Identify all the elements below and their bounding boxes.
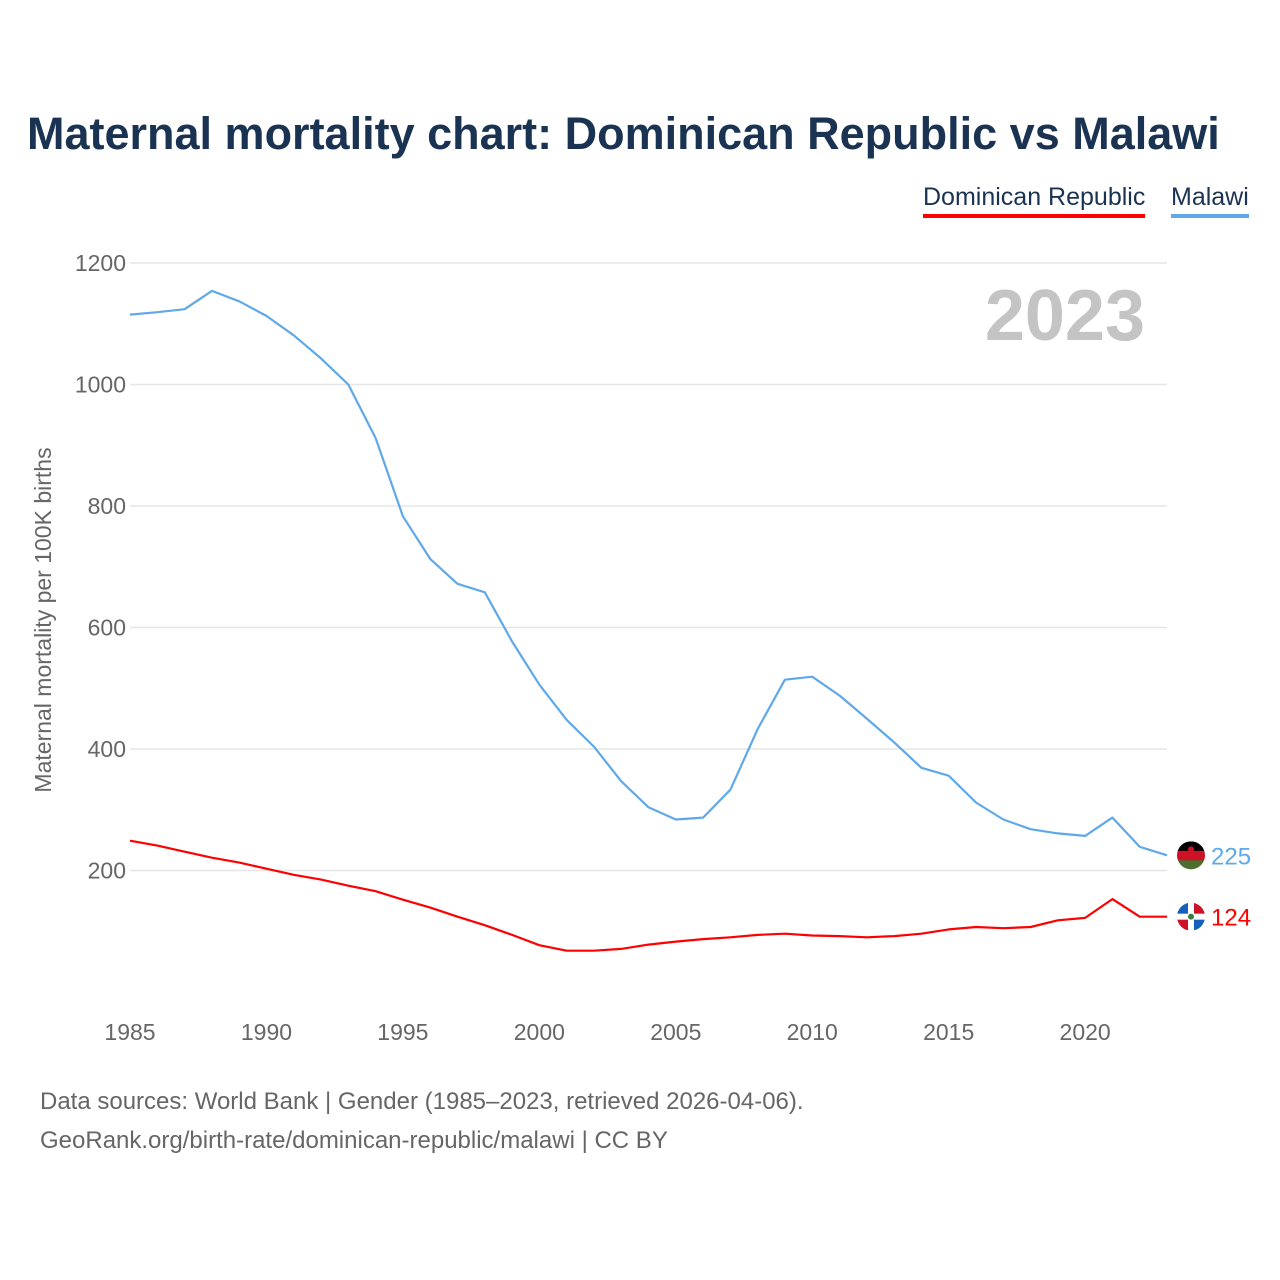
x-tick-label: 1995 — [377, 1019, 428, 1045]
y-tick-label: 200 — [88, 858, 126, 884]
footer-url[interactable]: GeoRank.org/birth-rate/dominican-republi… — [40, 1127, 668, 1154]
dominican-republic-flag-icon — [1177, 902, 1205, 931]
series-line-dominican-republic — [129, 839, 1167, 952]
end-value-label: 225 — [1211, 843, 1251, 870]
y-tick-label: 800 — [88, 493, 126, 519]
series-line-malawi — [129, 289, 1168, 857]
y-tick-label: 600 — [88, 615, 126, 641]
x-tick-label: 1985 — [104, 1019, 155, 1045]
x-tick-label: 2000 — [514, 1019, 565, 1045]
malawi-flag-icon — [1177, 841, 1205, 870]
y-tick-label: 1000 — [75, 372, 126, 398]
x-tick-label: 2010 — [787, 1019, 838, 1045]
chart-title: Maternal mortality chart: Dominican Repu… — [27, 108, 1220, 159]
legend-dominican-republic[interactable]: Dominican Republic — [923, 183, 1146, 218]
y-tick-label: 1200 — [75, 250, 126, 276]
y-axis-label: Maternal mortality per 100K births — [30, 447, 56, 792]
x-tick-label: 2020 — [1060, 1019, 1111, 1045]
x-tick-label: 2005 — [650, 1019, 701, 1045]
end-value-label: 124 — [1211, 905, 1251, 932]
x-tick-label: 1990 — [241, 1019, 292, 1045]
x-tick-label: 2015 — [923, 1019, 974, 1045]
year-label: 2023 — [985, 276, 1145, 356]
legend-malawi[interactable]: Malawi — [1171, 183, 1249, 218]
footer-source: Data sources: World Bank | Gender (1985–… — [40, 1088, 804, 1115]
y-tick-label: 400 — [88, 736, 126, 762]
